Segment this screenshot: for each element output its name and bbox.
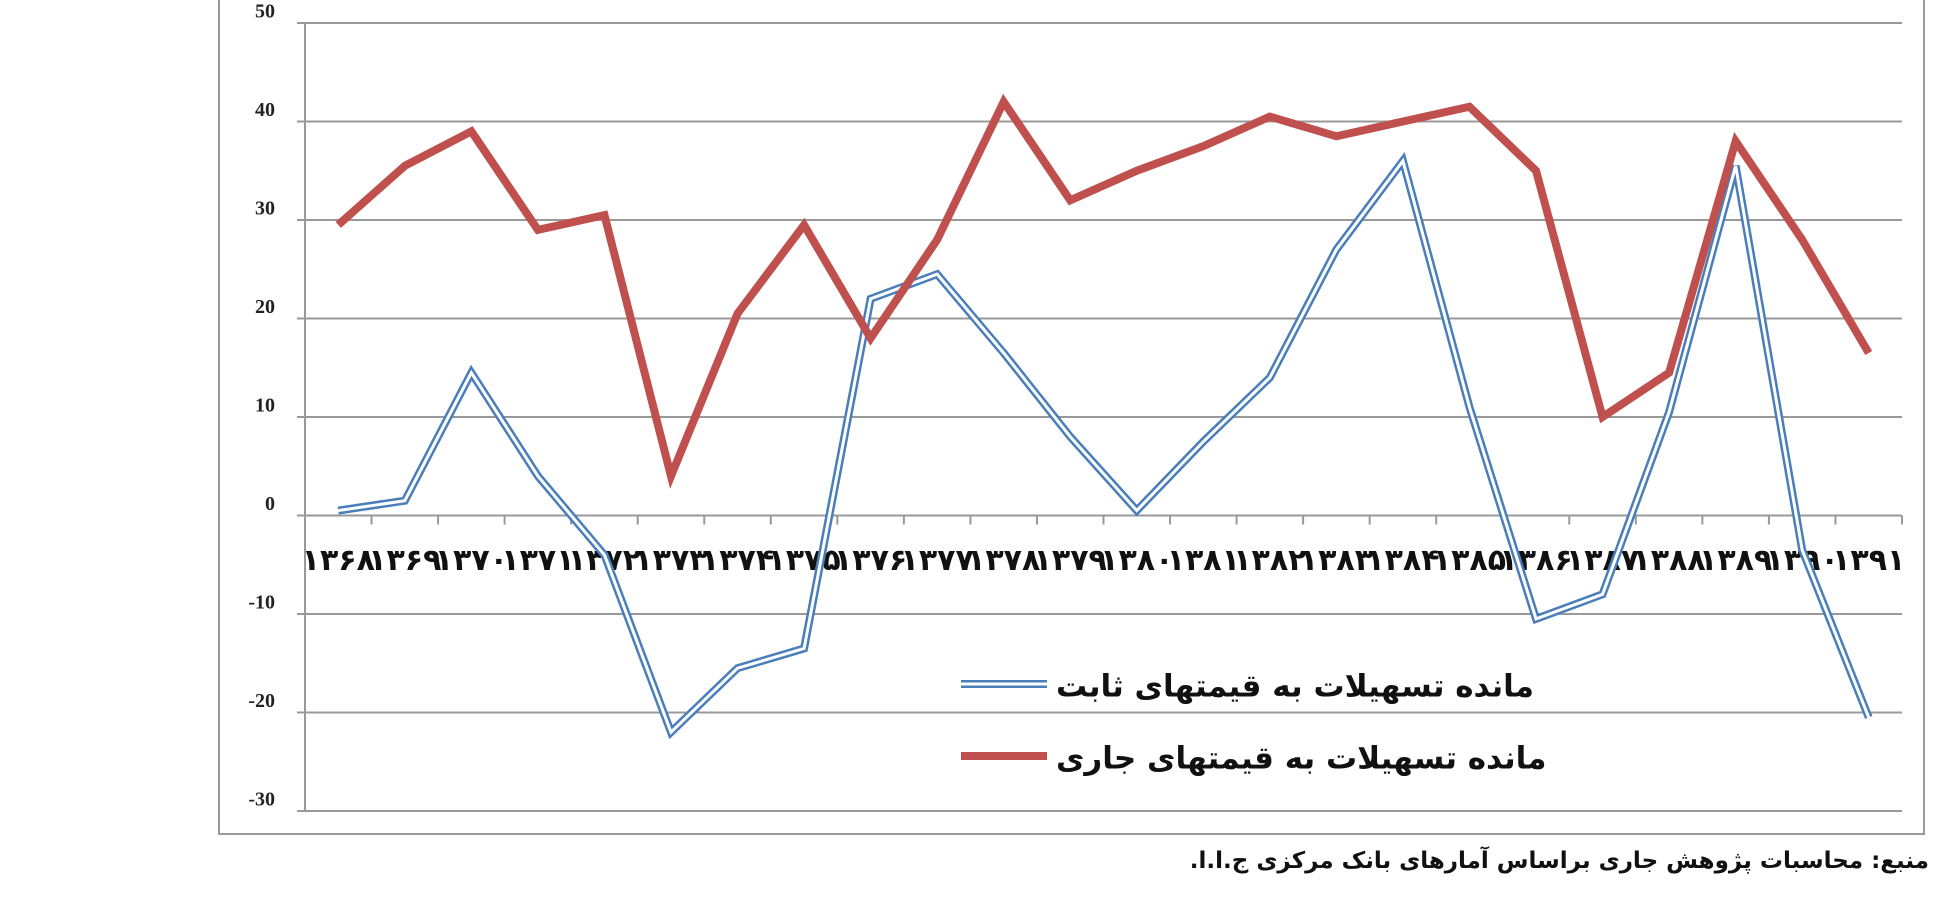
y-tick-label: 0 — [265, 493, 275, 515]
x-tick-label: ۱۳۸۳ — [1300, 543, 1373, 578]
x-tick-label: ۱۳۷۴ — [701, 543, 774, 578]
x-tick-label: ۱۳۷۵ — [767, 543, 840, 578]
x-tick-label: ۱۳۸۲ — [1233, 543, 1306, 578]
series-line — [335, 93, 1873, 489]
x-tick-label: ۱۳۷۱ — [501, 543, 574, 578]
x-tick-label: ۱۳۹۱ — [1832, 543, 1905, 578]
y-tick-label: 30 — [255, 198, 275, 220]
y-tick-label: -20 — [248, 690, 275, 712]
x-tick-label: ۱۳۶۸ — [302, 543, 375, 578]
x-tick-label: ۱۳۸۴ — [1366, 543, 1439, 578]
chart-frame — [218, 0, 1925, 835]
x-tick-label: ۱۳۷۸ — [967, 543, 1040, 578]
series-line — [337, 151, 1873, 740]
y-tick-label: 10 — [255, 395, 275, 417]
legend-label: مانده تسهیلات به قیمتهای ثابت — [1056, 669, 1534, 705]
x-tick-label: ۱۳۸۱ — [1167, 543, 1240, 578]
x-tick-label: ۱۳۸۹ — [1699, 543, 1772, 578]
y-tick-label: 20 — [255, 296, 275, 318]
source-note: منبع: محاسبات پژوهش جاری براساس آمارهای … — [1189, 848, 1929, 874]
x-tick-label: ۱۳۷۶ — [834, 543, 907, 578]
legend-label: مانده تسهیلات به قیمتهای جاری — [1056, 741, 1546, 777]
x-tick-label: ۱۳۷۷ — [901, 543, 974, 578]
x-tick-label: ۱۳۸۷ — [1566, 543, 1639, 578]
x-tick-label: ۱۳۸۵ — [1433, 543, 1506, 578]
y-tick-label: -30 — [248, 789, 275, 811]
x-tick-label: ۱۳۸۸ — [1632, 543, 1705, 578]
y-tick-label: -10 — [248, 592, 275, 614]
x-tick-label: ۱۳۶۹ — [368, 543, 441, 578]
series-line-inner — [338, 157, 1871, 735]
x-tick-label: ۱۳۷۳ — [634, 543, 707, 578]
y-tick-label: 40 — [255, 99, 275, 121]
y-tick-label: 50 — [255, 1, 275, 23]
x-tick-label: ۱۳۸۰ — [1100, 543, 1173, 578]
x-tick-label: ۱۳۷۹ — [1034, 543, 1107, 578]
x-tick-label: ۱۳۷۰ — [435, 543, 508, 578]
